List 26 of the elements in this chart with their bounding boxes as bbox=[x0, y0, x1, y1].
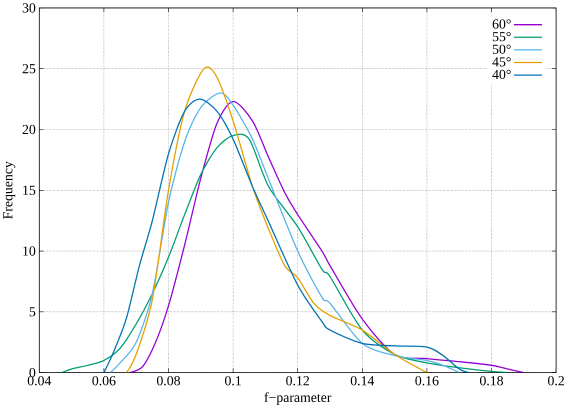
y-tick-label: 25 bbox=[22, 64, 36, 74]
x-axis-title: f−parameter bbox=[264, 392, 332, 405]
legend-label: 55° bbox=[492, 32, 511, 42]
y-tick-label: 0 bbox=[29, 368, 36, 378]
line-series bbox=[126, 68, 428, 373]
x-tick-label: 0.04 bbox=[28, 376, 52, 386]
line-series bbox=[129, 100, 524, 373]
x-tick-label: 0.1 bbox=[225, 376, 241, 386]
legend-label: 50° bbox=[492, 44, 511, 54]
legend-label: 40° bbox=[492, 70, 511, 80]
y-tick-label: 20 bbox=[22, 124, 36, 134]
x-tick-label: 0.18 bbox=[480, 376, 504, 386]
legend-label: 60° bbox=[492, 19, 511, 29]
x-tick-label: 0.16 bbox=[415, 376, 439, 386]
x-tick-label: 0.12 bbox=[286, 376, 309, 386]
line-series bbox=[61, 134, 508, 373]
y-tick-label: 30 bbox=[22, 3, 36, 13]
y-tick-label: 10 bbox=[23, 246, 36, 256]
y-axis-title: Frequency bbox=[3, 161, 16, 219]
y-tick-label: 5 bbox=[30, 307, 36, 316]
y-tick-label: 15 bbox=[23, 186, 36, 195]
legend-label: 45° bbox=[492, 57, 511, 66]
x-tick-label: 0.14 bbox=[350, 376, 374, 386]
x-tick-label: 0.06 bbox=[92, 376, 116, 386]
x-tick-label: 0.2 bbox=[548, 376, 564, 386]
x-tick-label: 0.08 bbox=[156, 376, 180, 386]
